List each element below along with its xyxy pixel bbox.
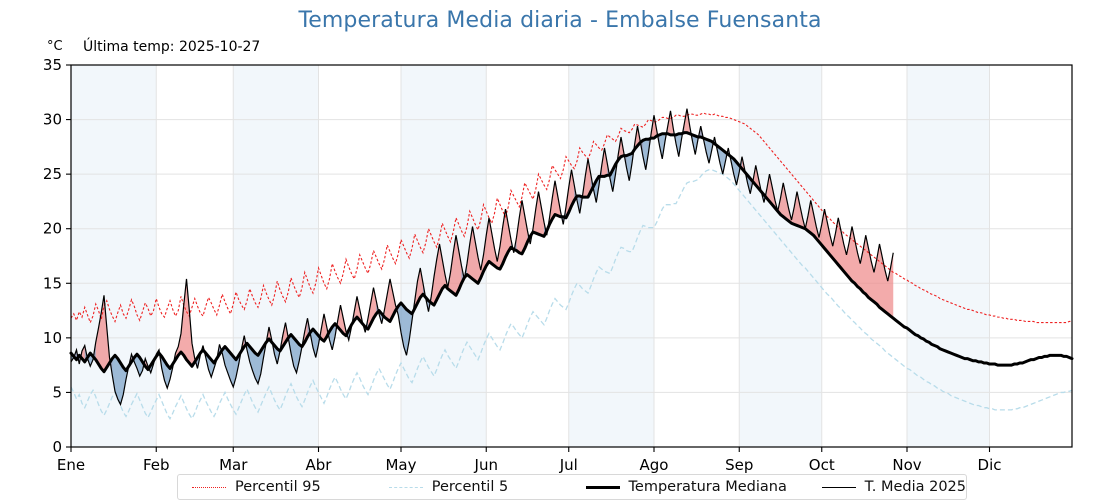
legend-label: T. Media 2025 — [864, 479, 967, 495]
series-percentil-5 — [70, 169, 1073, 420]
series-t-media-2025 — [70, 108, 894, 407]
y-axis-unit-label: °C — [47, 39, 63, 54]
y-tick-label: 20 — [43, 220, 62, 238]
fill-below-median — [689, 126, 701, 155]
x-tick-label: Abr — [306, 456, 333, 474]
fill-above-median — [93, 295, 113, 375]
x-tick-label: Dic — [978, 456, 1002, 474]
legend-label: Temperatura Mediana — [628, 479, 787, 495]
fill-below-median — [131, 354, 146, 377]
x-tick-label: May — [385, 456, 416, 474]
series-temperatura-mediana — [69, 131, 1074, 374]
y-tick-label: 30 — [43, 111, 62, 129]
fill-below-median — [700, 126, 715, 164]
fill-above-median — [428, 235, 465, 312]
fill-above-median — [513, 200, 531, 254]
fill-below-median — [395, 300, 415, 356]
month-band — [71, 65, 157, 447]
legend-line-icon — [388, 486, 423, 488]
plot-frame — [70, 64, 1073, 448]
x-tick-label: Jun — [474, 456, 498, 474]
y-tick-label: 0 — [52, 438, 62, 456]
legend-temperatura-mediana[interactable]: Temperatura Mediana — [572, 479, 808, 495]
x-tick-label: Feb — [143, 456, 170, 474]
legend-label: Percentil 5 — [431, 479, 509, 495]
legend-percentil-5[interactable]: Percentil 5 — [375, 479, 572, 495]
fill-below-median — [673, 123, 685, 157]
y-tick-label: 15 — [43, 274, 62, 292]
fill-above-median — [665, 110, 676, 144]
chart-legend: Percentil 95 Percentil 5 Temperatura Media… — [177, 474, 967, 500]
series-percentil-95 — [70, 112, 1072, 325]
month-band — [568, 65, 654, 447]
fill-above-median — [648, 115, 660, 153]
month-band — [907, 65, 990, 447]
y-tick-label: 10 — [43, 329, 62, 347]
legend-line-icon — [192, 486, 226, 488]
x-tick-label: Oct — [809, 456, 835, 474]
x-tick-label: Mar — [219, 456, 248, 474]
fill-below-median — [623, 143, 635, 181]
legend-t-media-2025[interactable]: T. Media 2025 — [808, 479, 966, 495]
month-band — [233, 65, 319, 447]
y-tick-label: 25 — [43, 165, 62, 183]
last-temp-label: Última temp: 2025-10-27 — [83, 39, 261, 55]
fill-above-median — [805, 200, 894, 319]
x-tick-label: Sep — [725, 456, 753, 474]
month-band — [739, 65, 822, 447]
legend-line-icon — [585, 485, 620, 489]
fill-above-median — [351, 296, 366, 333]
x-tick-label: Nov — [892, 456, 921, 474]
fill-below-median — [109, 355, 129, 405]
legend-percentil-95[interactable]: Percentil 95 — [178, 479, 375, 495]
fill-below-median — [326, 320, 338, 350]
legend-line-icon — [821, 486, 856, 488]
fill-above-median — [530, 191, 547, 244]
fill-above-median — [764, 174, 778, 212]
y-tick-label: 5 — [52, 383, 62, 401]
y-tick-label: 35 — [43, 56, 62, 74]
page-title: Temperatura Media diaria - Embalse Fuens… — [298, 8, 822, 33]
x-tick-label: Jul — [559, 456, 578, 474]
legend-label: Percentil 95 — [235, 479, 321, 495]
x-tick-label: Ene — [57, 456, 85, 474]
fill-above-median — [335, 305, 349, 341]
x-tick-label: Ago — [640, 456, 669, 474]
